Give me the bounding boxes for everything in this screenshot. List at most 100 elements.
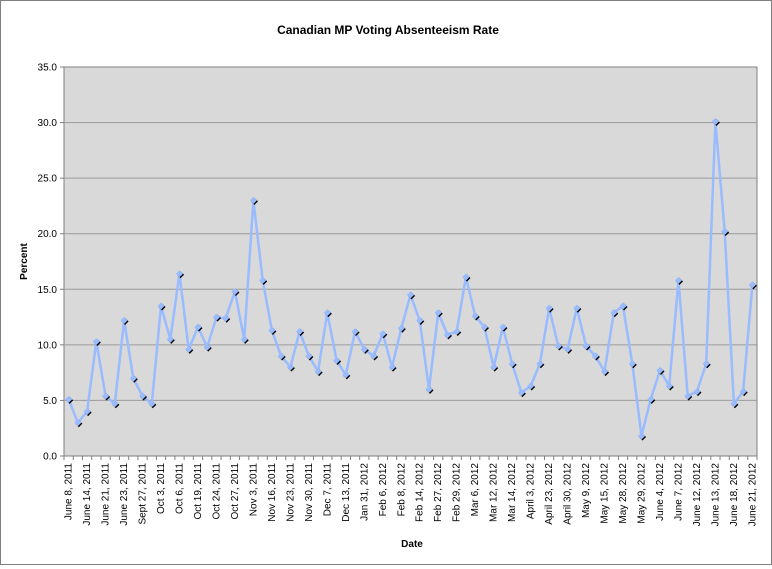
plot-area (63, 66, 758, 457)
x-tick-label: May 9, 2012 (581, 463, 592, 518)
y-tick-label: 20.0 (38, 229, 58, 240)
x-tick-label: June 18, 2012 (729, 463, 740, 527)
data-point (120, 316, 128, 324)
x-tick-label: Oct 3, 2011 (156, 463, 167, 514)
data-point (517, 389, 525, 397)
data-point (129, 374, 137, 382)
data-point (194, 323, 202, 331)
y-tick-label: 35.0 (38, 63, 58, 74)
x-tick-label: Oct 27, 2011 (230, 463, 241, 520)
x-tick-label: June 21, 2011 (101, 463, 112, 526)
data-point (748, 281, 756, 289)
data-point (102, 392, 110, 400)
data-point (730, 400, 738, 408)
data-point (342, 371, 350, 379)
data-point (323, 309, 331, 317)
data-point (425, 385, 433, 393)
data-point (573, 304, 581, 312)
data-point (406, 291, 415, 299)
x-tick-label: June 8, 2011 (64, 463, 75, 521)
data-point (148, 400, 156, 408)
data-point (527, 382, 535, 390)
data-point (111, 400, 119, 408)
data-point (305, 352, 313, 360)
data-point (739, 388, 747, 396)
x-tick-label: Feb 27, 2012 (433, 463, 444, 522)
y-axis: 0.0 5.0 10.0 15.0 20.0 25.0 30.0 35.0 (38, 63, 64, 463)
y-axis-label: Percent (19, 242, 30, 279)
data-point (212, 313, 220, 321)
data-point (314, 367, 322, 376)
x-tick-label: June 23, 2011 (119, 463, 130, 526)
x-tick-label: Nov 30, 2011 (304, 463, 315, 522)
data-point (296, 327, 304, 336)
data-point (471, 312, 479, 320)
data-point (508, 360, 516, 368)
data-point (591, 352, 599, 360)
x-tick-label: May 28, 2012 (618, 463, 629, 524)
y-tick-label: 30.0 (38, 118, 58, 129)
data-point (443, 331, 451, 339)
x-tick-label: June 12, 2012 (692, 463, 703, 527)
y-tick-label: 15.0 (38, 285, 58, 296)
data-point (499, 323, 507, 331)
data-point (65, 395, 73, 403)
y-tick-label: 0.0 (43, 452, 57, 463)
data-point (721, 227, 729, 236)
data-point (286, 363, 294, 371)
data-point (647, 395, 655, 403)
x-tick-label: Feb 8, 2012 (396, 463, 407, 517)
gridlines (64, 122, 757, 401)
data-point (453, 327, 461, 336)
data-point (175, 270, 184, 278)
data-point (185, 345, 193, 353)
data-point (388, 363, 396, 371)
data-point (240, 335, 248, 343)
data-point (268, 326, 276, 334)
data-point (203, 343, 211, 351)
data-point (397, 324, 405, 332)
data-point (674, 276, 682, 284)
x-tick-label: Jan 31, 2012 (359, 463, 370, 521)
chart-title: Canadian MP Voting Absenteeism Rate (277, 23, 499, 37)
data-point (416, 316, 424, 324)
data-point (637, 432, 646, 440)
data-point (480, 323, 488, 331)
data-point (370, 352, 378, 360)
x-tick-label: April 23, 2012 (544, 463, 555, 525)
x-tick-label: Feb 6, 2012 (378, 463, 389, 517)
data-point (554, 342, 562, 350)
data-point (277, 352, 285, 360)
data-point (74, 419, 82, 427)
x-tick-label: Dec 7, 2011 (322, 463, 333, 517)
x-tick-label: Oct 24, 2011 (211, 463, 222, 520)
data-point (536, 360, 544, 368)
x-tick-label: May 15, 2012 (600, 463, 611, 524)
data-point (351, 327, 359, 336)
data-point (656, 366, 664, 374)
series-absenteeism-rate (65, 117, 757, 441)
x-tick-label: June 21, 2012 (747, 463, 758, 527)
x-tick-label: Mar 6, 2012 (470, 463, 481, 517)
data-point (434, 309, 442, 317)
data-point (83, 408, 91, 416)
x-tick-label: Mar 14, 2012 (507, 463, 518, 522)
x-axis-label: Date (401, 539, 423, 550)
x-tick-label: April 30, 2012 (563, 463, 574, 525)
data-point (360, 345, 368, 353)
data-point (619, 302, 627, 310)
data-point (545, 304, 553, 312)
x-tick-label: June 7, 2012 (673, 463, 684, 521)
y-tick-label: 10.0 (38, 340, 58, 351)
data-point (92, 337, 100, 346)
data-point (490, 363, 498, 371)
data-point (628, 360, 636, 368)
x-tick-label: Feb 14, 2012 (415, 463, 426, 522)
x-axis: June 8, 2011 June 14, 2011 June 21, 2011 Ju… (63, 456, 758, 527)
x-tick-label: Sept 27, 2011 (138, 463, 149, 525)
data-point (693, 388, 701, 396)
data-point (379, 330, 387, 338)
data-point (249, 196, 257, 204)
